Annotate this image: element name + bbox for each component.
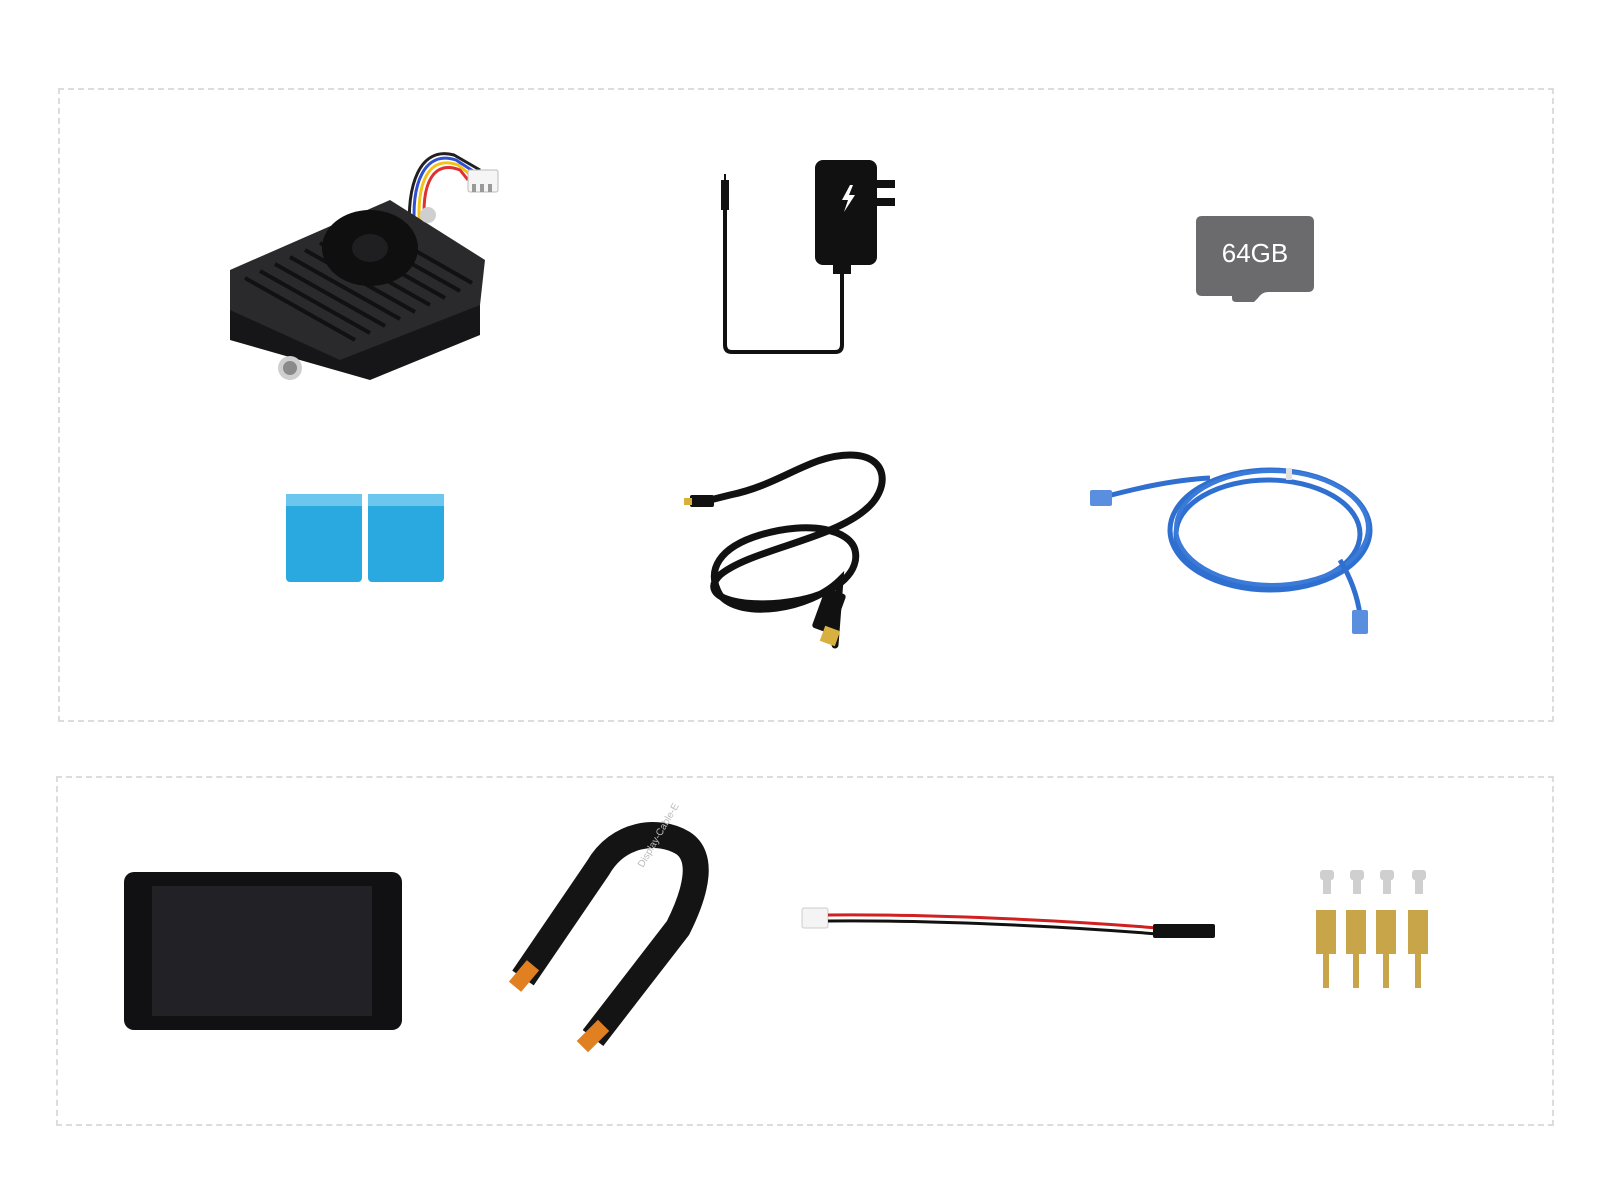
power-adapter [705,160,915,365]
power-wire-cable [798,898,1218,958]
thermal-pads [286,494,446,584]
screws-and-standoffs [1308,862,1448,1002]
ethernet-cable [1090,450,1390,640]
sd-capacity-label: 64GB [1221,238,1289,268]
package-contents-main-panel: 64GB [58,88,1554,722]
touch-display [124,872,404,1032]
display-ribbon-cable: Display-Cable-E [508,801,728,1058]
package-contents-display-panel: Display-Cable-E [56,776,1554,1126]
micro-hdmi-cable [684,450,900,650]
micro-sd-card: 64GB [1196,216,1316,306]
cooling-fan-heatsink [220,140,500,390]
